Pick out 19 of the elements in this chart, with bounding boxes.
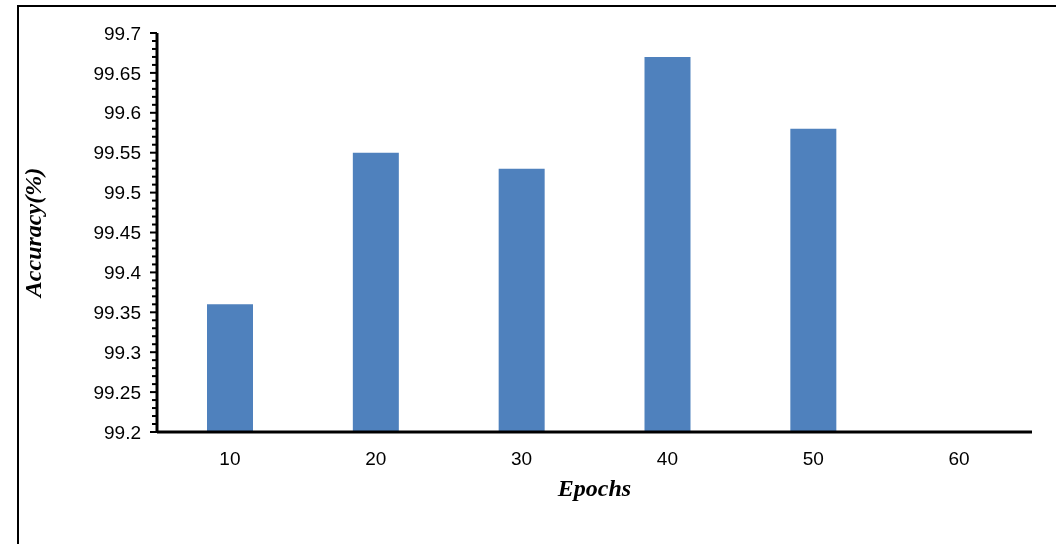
x-tick-label: 50 <box>802 448 824 470</box>
x-tick-label: 20 <box>365 448 387 470</box>
y-tick-label: 99.35 <box>93 301 141 323</box>
x-tick-label: 10 <box>219 448 241 470</box>
y-tick-label: 99.6 <box>104 102 141 124</box>
y-tick-label: 99.3 <box>104 341 141 363</box>
y-tick-label: 99.25 <box>93 381 141 403</box>
y-axis-title: Accuracy(%) <box>19 167 46 300</box>
x-tick-label: 30 <box>511 448 533 470</box>
y-tick-label: 99.65 <box>93 62 141 84</box>
y-tick-label: 99.45 <box>93 222 141 244</box>
y-tick-label: 99.4 <box>104 262 142 284</box>
y-tick-label: 99.7 <box>104 22 141 44</box>
x-tick-label: 60 <box>948 448 970 470</box>
x-tick-label: 40 <box>656 448 678 470</box>
y-tick-label: 99.55 <box>93 142 141 164</box>
y-tick-label: 99.2 <box>104 421 141 443</box>
y-tick-label: 99.5 <box>104 182 141 204</box>
x-axis-title: Epochs <box>556 475 632 501</box>
